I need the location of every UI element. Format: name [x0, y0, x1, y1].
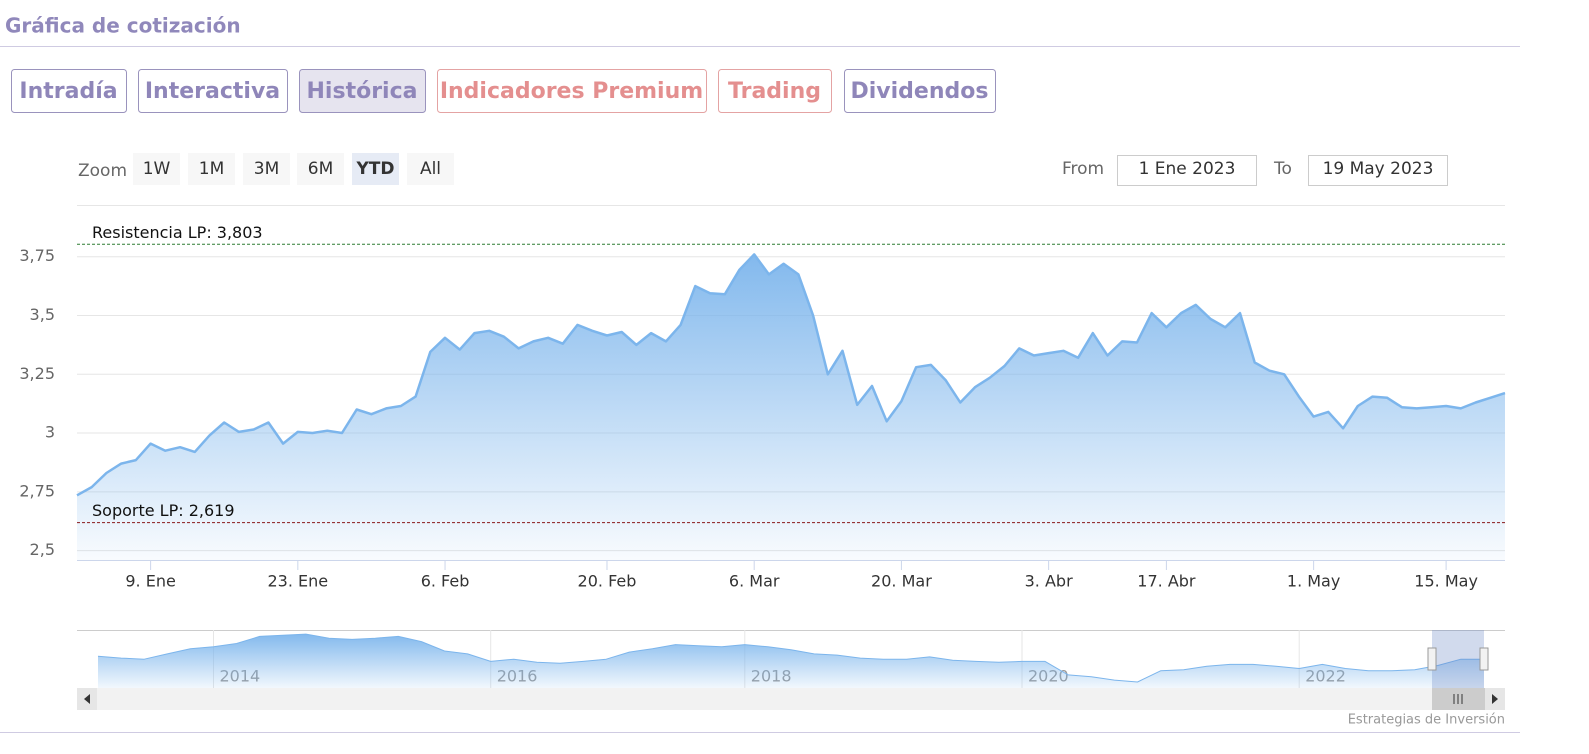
to-input[interactable] [1308, 155, 1448, 186]
navigator-handle[interactable] [1479, 647, 1489, 671]
zoom-label: Zoom [78, 161, 127, 181]
tab-label[interactable]: Histórica [307, 79, 418, 104]
page-title: Gráfica de cotización [5, 14, 241, 38]
tab-label[interactable]: Trading [728, 79, 821, 104]
x-tick-label: 3. Abr [1025, 572, 1073, 591]
area-fill [77, 254, 1505, 560]
y-tick-label: 3,5 [30, 305, 55, 324]
x-tick-label: 9. Ene [125, 572, 175, 591]
y-tick-label: 3,75 [19, 246, 55, 265]
to-value[interactable]: 19 May 2023 [1323, 159, 1434, 179]
tab[interactable] [718, 69, 832, 113]
credits: Estrategias de Inversión [1348, 713, 1505, 728]
scroll-arrow-left [84, 694, 90, 704]
zoom-button[interactable] [188, 153, 235, 185]
zoom-button[interactable] [297, 153, 344, 185]
plot-line-label: Resistencia LP: 3,803 [92, 223, 263, 242]
tab[interactable] [844, 69, 996, 113]
from-value[interactable]: 1 Ene 2023 [1139, 159, 1236, 179]
tab-label[interactable]: Dividendos [851, 79, 989, 104]
x-tick-label: 20. Mar [871, 572, 932, 591]
from-label: From [1062, 159, 1104, 179]
zoom-button-label[interactable]: YTD [355, 159, 394, 179]
navigator-handle[interactable] [1427, 647, 1437, 671]
tab[interactable] [437, 69, 707, 113]
area-line [76, 253, 1506, 497]
zoom-button[interactable] [243, 153, 290, 185]
zoom-button[interactable] [133, 153, 180, 185]
scrollbar-track [77, 688, 1505, 710]
x-tick-label: 23. Ene [268, 572, 329, 591]
tab[interactable] [299, 69, 426, 113]
tab[interactable] [11, 69, 127, 113]
x-tick-label: 6. Feb [421, 572, 470, 591]
x-tick-label: 20. Feb [578, 572, 637, 591]
x-tick-label: 17. Abr [1137, 572, 1196, 591]
from-input[interactable] [1117, 155, 1257, 186]
zoom-button-label[interactable]: All [420, 159, 441, 179]
zoom-button[interactable] [407, 153, 454, 185]
y-tick-label: 3,25 [19, 364, 55, 383]
y-tick-label: 2,75 [19, 481, 55, 500]
area-fill [98, 634, 1484, 688]
area-line [97, 633, 1484, 683]
x-tick-label: 6. Mar [729, 572, 780, 591]
x-tick-label: 1. May [1287, 572, 1340, 591]
zoom-button[interactable] [352, 153, 399, 185]
plot-line-label: Soporte LP: 2,619 [92, 501, 235, 520]
tab-label[interactable]: Indicadores Premium [440, 79, 703, 104]
y-tick-label: 3 [45, 423, 55, 442]
zoom-button-label[interactable]: 1M [199, 159, 224, 179]
navigator-mask [1432, 630, 1484, 688]
tab-label[interactable]: Interactiva [145, 79, 280, 104]
to-label: To [1273, 159, 1292, 179]
tab[interactable] [138, 69, 288, 113]
tab-label[interactable]: Intradía [19, 79, 117, 104]
x-tick-label: 15. May [1414, 572, 1478, 591]
zoom-button-label[interactable]: 3M [254, 159, 279, 179]
zoom-button-label[interactable]: 6M [308, 159, 333, 179]
scroll-arrow-right [1492, 694, 1498, 704]
zoom-button-label[interactable]: 1W [143, 159, 171, 179]
y-tick-label: 2,5 [30, 540, 55, 559]
